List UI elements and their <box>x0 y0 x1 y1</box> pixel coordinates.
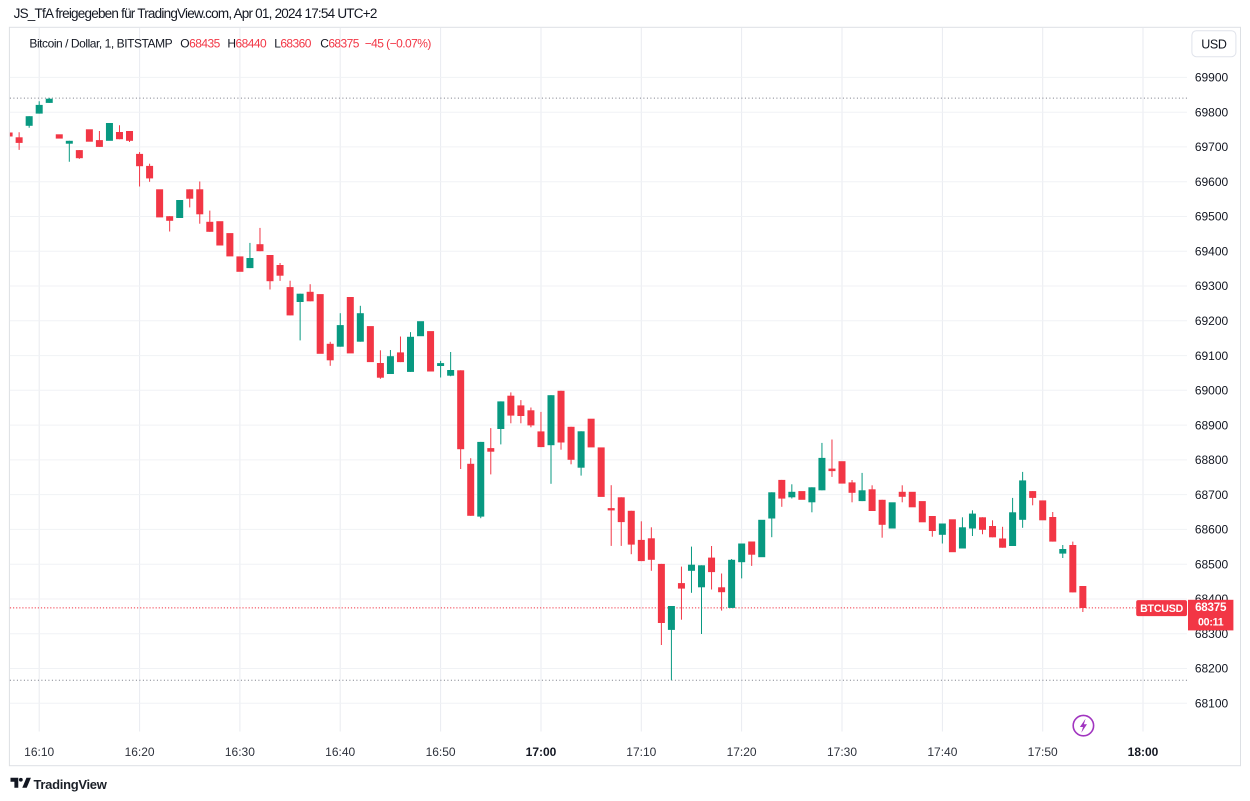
svg-text:69300: 69300 <box>1195 279 1229 293</box>
svg-text:L68360: L68360 <box>274 36 312 50</box>
svg-text:69800: 69800 <box>1195 105 1229 119</box>
svg-text:C68375: C68375 <box>320 36 360 50</box>
svg-text:69400: 69400 <box>1195 245 1229 259</box>
svg-text:68800: 68800 <box>1195 453 1229 467</box>
svg-text:16:20: 16:20 <box>125 745 155 759</box>
svg-text:H68440: H68440 <box>227 36 267 50</box>
svg-text:16:50: 16:50 <box>426 745 456 759</box>
svg-text:Bitcoin / Dollar, 1, BITSTAMP: Bitcoin / Dollar, 1, BITSTAMP <box>29 36 172 50</box>
svg-text:69600: 69600 <box>1195 175 1229 189</box>
svg-text:TradingView: TradingView <box>34 777 108 792</box>
svg-text:68600: 68600 <box>1195 523 1229 537</box>
svg-text:BTCUSD: BTCUSD <box>1140 603 1183 615</box>
svg-text:17:30: 17:30 <box>827 745 857 759</box>
svg-text:JS_TfA freigegeben für Trading: JS_TfA freigegeben für TradingView.com, … <box>14 6 377 21</box>
svg-text:68900: 68900 <box>1195 418 1229 432</box>
svg-text:17:10: 17:10 <box>626 745 656 759</box>
svg-text:69200: 69200 <box>1195 314 1229 328</box>
svg-text:17:40: 17:40 <box>927 745 957 759</box>
svg-text:17:50: 17:50 <box>1028 745 1058 759</box>
svg-text:16:40: 16:40 <box>325 745 355 759</box>
svg-text:00:11: 00:11 <box>1198 617 1224 629</box>
svg-text:68700: 68700 <box>1195 488 1229 502</box>
svg-text:18:00: 18:00 <box>1128 745 1159 759</box>
svg-text:68500: 68500 <box>1195 557 1229 571</box>
svg-text:68300: 68300 <box>1195 627 1229 641</box>
svg-text:69100: 69100 <box>1195 349 1229 363</box>
svg-text:68100: 68100 <box>1195 697 1229 711</box>
svg-text:16:10: 16:10 <box>24 745 54 759</box>
svg-text:16:30: 16:30 <box>225 745 255 759</box>
svg-text:−45 (−0.07%): −45 (−0.07%) <box>365 36 432 50</box>
svg-text:69000: 69000 <box>1195 384 1229 398</box>
svg-text:USD: USD <box>1201 38 1227 52</box>
svg-text:69500: 69500 <box>1195 210 1229 224</box>
svg-text:69900: 69900 <box>1195 71 1229 85</box>
svg-text:68375: 68375 <box>1195 601 1227 614</box>
svg-text:68200: 68200 <box>1195 662 1229 676</box>
svg-text:O68435: O68435 <box>180 36 220 50</box>
svg-text:69700: 69700 <box>1195 140 1229 154</box>
svg-text:17:20: 17:20 <box>727 745 757 759</box>
svg-text:17:00: 17:00 <box>526 745 557 759</box>
